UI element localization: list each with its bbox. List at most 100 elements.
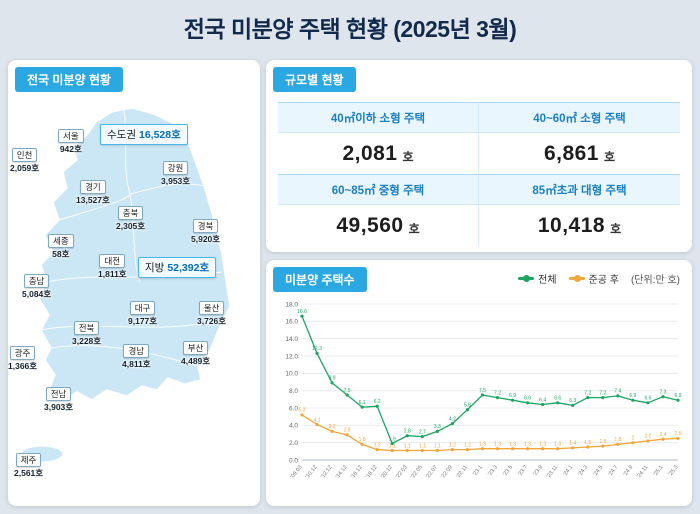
map-region-label: 강원 3,953호: [161, 161, 190, 186]
svg-text:'23.3: '23.3: [487, 465, 499, 478]
svg-text:'23.5: '23.5: [502, 465, 514, 478]
svg-text:16.0: 16.0: [285, 319, 298, 326]
svg-text:3.3: 3.3: [329, 424, 336, 430]
svg-text:'22.11: '22.11: [455, 465, 469, 480]
svg-text:4.0: 4.0: [289, 423, 298, 430]
svg-text:6.9: 6.9: [675, 393, 682, 399]
region-value: 13,527호: [76, 195, 110, 205]
map-region-label: 서울 942호: [58, 129, 84, 154]
map-region-label: 인천 2,059호: [10, 148, 39, 173]
region-value: 4,811호: [122, 359, 151, 369]
map-region-label: 대전 1,811호: [98, 254, 127, 279]
scale-value-cell: 2,081 호: [278, 133, 479, 174]
svg-text:6.6: 6.6: [644, 396, 651, 402]
svg-text:6.9: 6.9: [509, 393, 516, 399]
svg-text:'23.7: '23.7: [517, 465, 529, 478]
svg-text:12.3: 12.3: [312, 346, 322, 352]
scale-value-small-under40: 2,081: [342, 141, 398, 165]
svg-text:7.2: 7.2: [599, 390, 606, 396]
svg-text:'24.7: '24.7: [607, 465, 619, 478]
unit-ho: 호: [604, 150, 616, 164]
svg-text:8.0: 8.0: [289, 388, 298, 395]
jibang-value: 52,392호: [167, 262, 210, 274]
total-line-marker: [518, 275, 535, 282]
map-panel-badge: 전국 미분양 현황: [15, 67, 123, 92]
scale-header-small-40-60: 40~60㎡ 소형 주택: [479, 102, 680, 133]
svg-text:6.6: 6.6: [524, 396, 531, 402]
svg-text:6.6: 6.6: [554, 396, 561, 402]
scale-value-small-40-60: 6,861: [543, 141, 599, 165]
svg-text:'23.11: '23.11: [546, 465, 560, 480]
svg-text:1.1: 1.1: [389, 443, 396, 449]
svg-text:4.1: 4.1: [314, 417, 321, 423]
svg-text:2.7: 2.7: [419, 429, 426, 435]
svg-text:1.3: 1.3: [509, 442, 516, 448]
map-region-label: 대구 9,177호: [128, 301, 157, 326]
map-region-label: 충북 2,305호: [116, 206, 145, 231]
map-region-label: 부산 4,489호: [181, 341, 210, 366]
region-name: 충남: [23, 274, 50, 288]
svg-text:1.3: 1.3: [539, 442, 546, 448]
unit-ho: 호: [610, 222, 622, 236]
svg-text:'23.1: '23.1: [472, 465, 484, 478]
region-value: 58호: [52, 249, 70, 259]
region-name: 강원: [162, 161, 189, 175]
region-value: 3,726호: [197, 316, 227, 326]
svg-text:6.2: 6.2: [374, 399, 381, 405]
total-dot-icon: [523, 275, 531, 282]
scale-header-large-over85: 85㎡초과 대형 주택: [479, 174, 680, 205]
region-value: 942호: [59, 144, 82, 154]
region-name: 인천: [11, 148, 38, 162]
page-title: 전국 미분양 주택 현황 (2025년 3월): [183, 16, 517, 42]
scale-value-medium-60-85: 49,560: [336, 213, 404, 237]
scale-value-cell: 10,418 호: [479, 205, 680, 246]
svg-text:6.9: 6.9: [629, 393, 636, 399]
completed-line-marker: [568, 275, 585, 282]
region-name: 광주: [9, 346, 36, 360]
sudogwon-value: 16,528호: [138, 129, 181, 141]
region-name: 충북: [117, 206, 144, 220]
region-value: 5,920호: [191, 234, 221, 244]
svg-text:2.0: 2.0: [289, 440, 298, 447]
svg-text:'22.03: '22.03: [395, 465, 409, 480]
svg-text:6.3: 6.3: [569, 398, 576, 404]
svg-text:1.3: 1.3: [524, 442, 531, 448]
svg-text:2.4: 2.4: [659, 432, 666, 438]
svg-text:'25.3: '25.3: [668, 465, 680, 478]
legend-completed-label: 준공 후: [588, 275, 619, 286]
svg-text:1.6: 1.6: [599, 439, 606, 445]
svg-text:12.0: 12.0: [285, 353, 298, 360]
legend-total-label: 전체: [538, 275, 557, 286]
map-region-label: 전북 3,228호: [72, 321, 101, 346]
region-value: 1,811호: [98, 269, 127, 279]
chart-unit-label: (단위:만 호): [630, 275, 680, 286]
scale-table: 40㎡이하 소형 주택 40~60㎡ 소형 주택 2,081 호 6,861 호…: [278, 102, 680, 246]
scale-value-cell: 6,861 호: [479, 133, 680, 174]
region-value: 5,084호: [22, 289, 52, 299]
svg-text:14.0: 14.0: [285, 336, 298, 343]
scale-value-large-over85: 10,418: [537, 213, 606, 237]
region-name: 울산: [198, 301, 225, 315]
region-value: 9,177호: [128, 316, 158, 326]
svg-text:1.9: 1.9: [389, 436, 396, 442]
region-name: 대구: [129, 301, 156, 315]
svg-text:7.5: 7.5: [344, 388, 351, 394]
svg-text:1.4: 1.4: [569, 441, 576, 447]
svg-text:0.0: 0.0: [289, 457, 298, 464]
svg-text:8.9: 8.9: [329, 376, 336, 382]
region-value: 2,059호: [10, 163, 40, 173]
svg-text:7.4: 7.4: [614, 389, 621, 395]
svg-text:'23.9: '23.9: [532, 465, 544, 478]
map-panel: 전국 미분양 현황 서울 942호 인천 2,059호 강원 3,953호 경기 13,527…: [8, 60, 260, 506]
region-name: 경북: [192, 219, 219, 233]
region-value: 1,366호: [8, 361, 38, 371]
region-name: 서울: [58, 129, 84, 143]
chart-panel: 미분양 주택수 전체 준공 후 (단위:만 호) 0.0 2.0 4.0 6.0 8.0…: [266, 260, 692, 506]
svg-text:7.2: 7.2: [584, 390, 591, 396]
sudogwon-label: 수도권: [107, 129, 136, 141]
map-region-label: 경기 13,527호: [76, 180, 110, 205]
svg-text:'09.03: '09.03: [290, 465, 304, 480]
region-value: 3,903호: [44, 402, 74, 412]
svg-text:2: 2: [631, 435, 634, 441]
map-region-label: 제주 2,561호: [14, 453, 43, 478]
